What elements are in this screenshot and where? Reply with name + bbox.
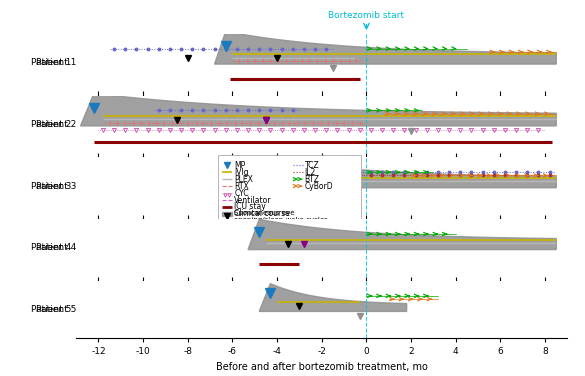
Polygon shape	[81, 93, 556, 126]
Text: Patient 4: Patient 4	[32, 243, 71, 252]
Text: Bortezomib start: Bortezomib start	[328, 11, 404, 20]
Text: Patient 5: Patient 5	[36, 305, 76, 314]
Text: CyBorD: CyBorD	[305, 182, 333, 191]
Text: Patient 3: Patient 3	[31, 182, 71, 191]
Text: Patient 3: Patient 3	[36, 182, 76, 191]
Text: BTZ: BTZ	[305, 175, 319, 183]
Text: Patient 4: Patient 4	[36, 243, 76, 252]
FancyBboxPatch shape	[218, 155, 361, 219]
Text: IL2: IL2	[305, 168, 316, 177]
Text: Clinical course: Clinical course	[234, 209, 290, 218]
Text: Spontaneous eye
opening/sleep-wake cycles: Spontaneous eye opening/sleep-wake cycle…	[234, 210, 328, 223]
Text: IVIg: IVIg	[234, 168, 249, 177]
Text: Patient 1: Patient 1	[31, 58, 71, 67]
Text: Patient 2: Patient 2	[36, 120, 76, 129]
Text: Removal of teratoma: Removal of teratoma	[234, 228, 315, 237]
Text: CYC: CYC	[234, 189, 249, 197]
Text: Signs of awareness: Signs of awareness	[234, 221, 308, 230]
Polygon shape	[222, 212, 232, 216]
Polygon shape	[248, 219, 556, 250]
Text: ICU stay: ICU stay	[234, 202, 266, 211]
Text: Patient 1: Patient 1	[36, 58, 76, 67]
Text: MP: MP	[234, 161, 246, 170]
Text: RTX: RTX	[234, 182, 249, 191]
Polygon shape	[259, 284, 407, 311]
Text: Patient 5: Patient 5	[31, 305, 71, 314]
Polygon shape	[215, 31, 556, 64]
X-axis label: Before and after bortezomib treatment, mo: Before and after bortezomib treatment, m…	[216, 362, 428, 372]
Text: Ventilator: Ventilator	[234, 196, 271, 205]
Text: Patient 2: Patient 2	[32, 120, 71, 129]
Text: PLEX: PLEX	[234, 175, 253, 183]
Polygon shape	[237, 155, 556, 188]
Text: TCZ: TCZ	[305, 161, 319, 170]
